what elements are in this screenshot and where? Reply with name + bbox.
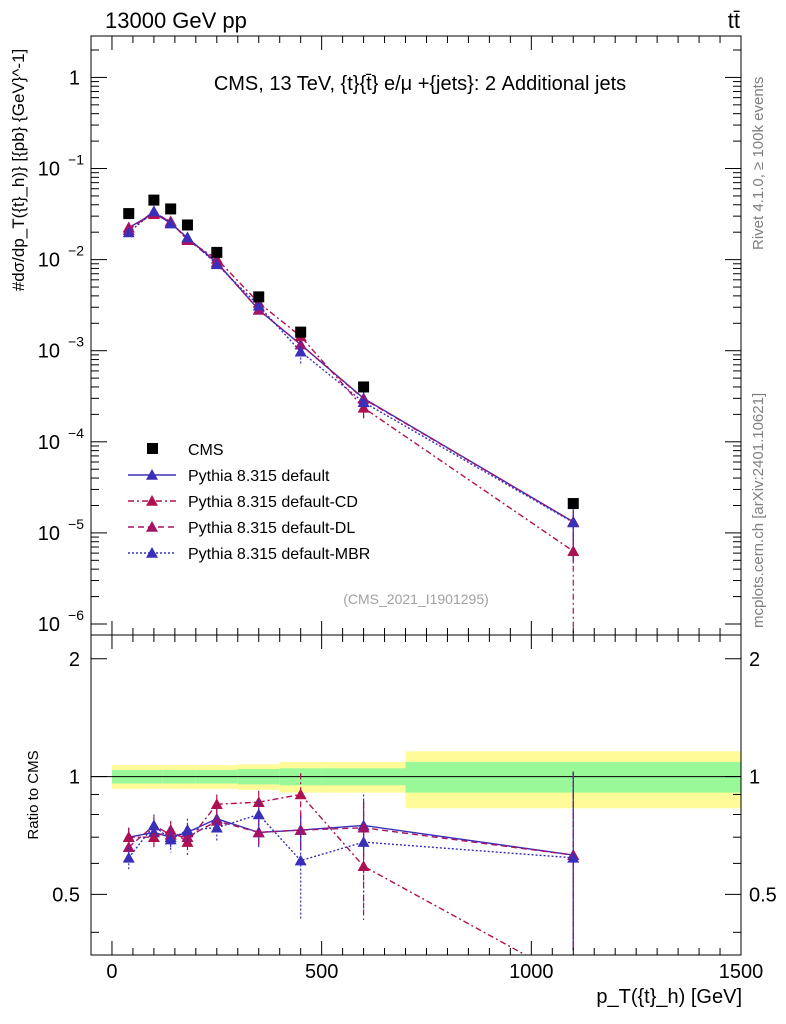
cms-point xyxy=(181,219,193,231)
main-marker xyxy=(294,345,307,357)
ratio-marker xyxy=(122,831,135,842)
energy-label: 13000 GeV pp xyxy=(105,8,247,33)
legend-marker xyxy=(146,469,158,480)
ratio-marker xyxy=(122,841,135,852)
ratio-marker xyxy=(567,851,580,863)
y-tick-label: 10 xyxy=(38,341,60,363)
main-marker xyxy=(294,338,307,350)
legend-marker xyxy=(146,495,158,506)
ratio-tick-label-right: 1 xyxy=(749,767,760,789)
x-tick-label: 1500 xyxy=(719,961,764,983)
ratio-marker xyxy=(252,808,265,820)
chart-title: CMS, 13 TeV, {t}{t̄} e/μ +{jets}: 2 Addi… xyxy=(214,73,626,95)
x-tick-label: 500 xyxy=(305,961,338,983)
main-marker xyxy=(164,217,177,229)
y-tick-exponent: −3 xyxy=(68,334,84,350)
y-tick-exponent: −2 xyxy=(68,243,84,259)
y-axis-label: #dσ/dp_T({t}_h)} [{pb} {GeV}^-1] xyxy=(9,49,28,291)
main-panel: 1 10 −1 10 −2 10 −3 10 −4 10 −5 10 −6 CMS, 13 TeV, {… xyxy=(9,35,742,636)
y-tick-label: 10 xyxy=(38,159,60,181)
ratio-marker xyxy=(252,826,265,838)
ratio-marker xyxy=(147,831,160,842)
ratio-tick-label: 2 xyxy=(69,649,80,671)
ratio-marker xyxy=(210,821,223,833)
ratio-marker xyxy=(122,851,135,863)
process-label: tt̄ xyxy=(728,8,740,33)
cms-point xyxy=(123,208,135,220)
ratio-marker xyxy=(357,860,370,872)
cms-point xyxy=(148,194,160,206)
watermark: (CMS_2021_I1901295) xyxy=(343,591,489,607)
y-tick-label: 1 xyxy=(69,67,80,89)
x-axis-label: p_T({t}_h) [GeV] xyxy=(596,986,742,1008)
legend-cms-label: CMS xyxy=(188,442,224,459)
rivet-label: Rivet 4.1.0, ≥ 100k events xyxy=(750,77,767,250)
legend-label: Pythia 8.315 default-DL xyxy=(188,520,355,537)
ratio-line-1 xyxy=(128,818,574,856)
ratio-marker xyxy=(357,836,370,847)
y-tick-exponent: −5 xyxy=(68,516,84,532)
ratio-tick-label-right: 2 xyxy=(749,649,760,671)
series-line-4 xyxy=(128,210,574,524)
y-tick-label: 10 xyxy=(38,614,60,636)
cms-point xyxy=(295,326,307,338)
series-line-2 xyxy=(128,213,574,552)
ratio-marker xyxy=(164,833,177,845)
main-marker xyxy=(181,231,194,243)
ratio-tick-label: 1 xyxy=(69,767,80,789)
ratio-panel: 0 500 1000 1500 0.5 0.5 1 1 2 2 Ratio to CMS p_T(… xyxy=(25,634,777,1008)
legend-label: Pythia 8.315 default xyxy=(188,468,330,485)
main-marker xyxy=(210,258,223,270)
main-marker xyxy=(567,545,580,556)
ratio-marker xyxy=(210,798,223,809)
ratio-marker xyxy=(567,975,579,986)
y-tick-exponent: −4 xyxy=(68,425,84,441)
y-tick-label: 10 xyxy=(38,250,60,272)
cms-point xyxy=(211,246,223,258)
mcplots-label: mcplots.cern.ch [arXiv:2401.10621] xyxy=(750,393,767,628)
y-tick-exponent: −6 xyxy=(68,607,84,623)
legend-label: Pythia 8.315 default-CD xyxy=(188,494,358,511)
y-tick-exponent: −1 xyxy=(68,152,84,168)
y-tick-label: 10 xyxy=(38,523,60,545)
y-tick-label: 10 xyxy=(38,432,60,454)
legend-marker xyxy=(146,547,158,558)
ratio-marker xyxy=(181,824,194,835)
x-tick-label: 0 xyxy=(106,961,117,983)
main-marker xyxy=(567,516,580,528)
legend: CMS Pythia 8.315 default Pythia 8.315 defa… xyxy=(128,442,370,563)
cms-point xyxy=(165,203,177,215)
x-tick-label: 1000 xyxy=(509,961,554,983)
main-marker xyxy=(147,205,160,217)
main-marker xyxy=(357,396,370,408)
legend-cms-marker xyxy=(147,443,158,454)
cms-point xyxy=(358,381,370,393)
cms-point xyxy=(253,291,265,303)
ratio-frame xyxy=(90,634,742,956)
ratio-marker xyxy=(147,819,160,831)
legend-label: Pythia 8.315 default-MBR xyxy=(188,546,370,563)
cms-point xyxy=(567,498,579,510)
legend-marker xyxy=(146,521,158,532)
main-marker xyxy=(252,299,265,311)
ratio-line-4 xyxy=(128,813,574,862)
ratio-marker xyxy=(294,788,307,800)
ratio-tick-label: 0.5 xyxy=(52,884,80,906)
ratio-axis-label: Ratio to CMS xyxy=(25,750,42,839)
ratio-tick-label-right: 0.5 xyxy=(749,884,777,906)
main-marker xyxy=(122,226,135,238)
ratio-marker xyxy=(294,854,307,866)
